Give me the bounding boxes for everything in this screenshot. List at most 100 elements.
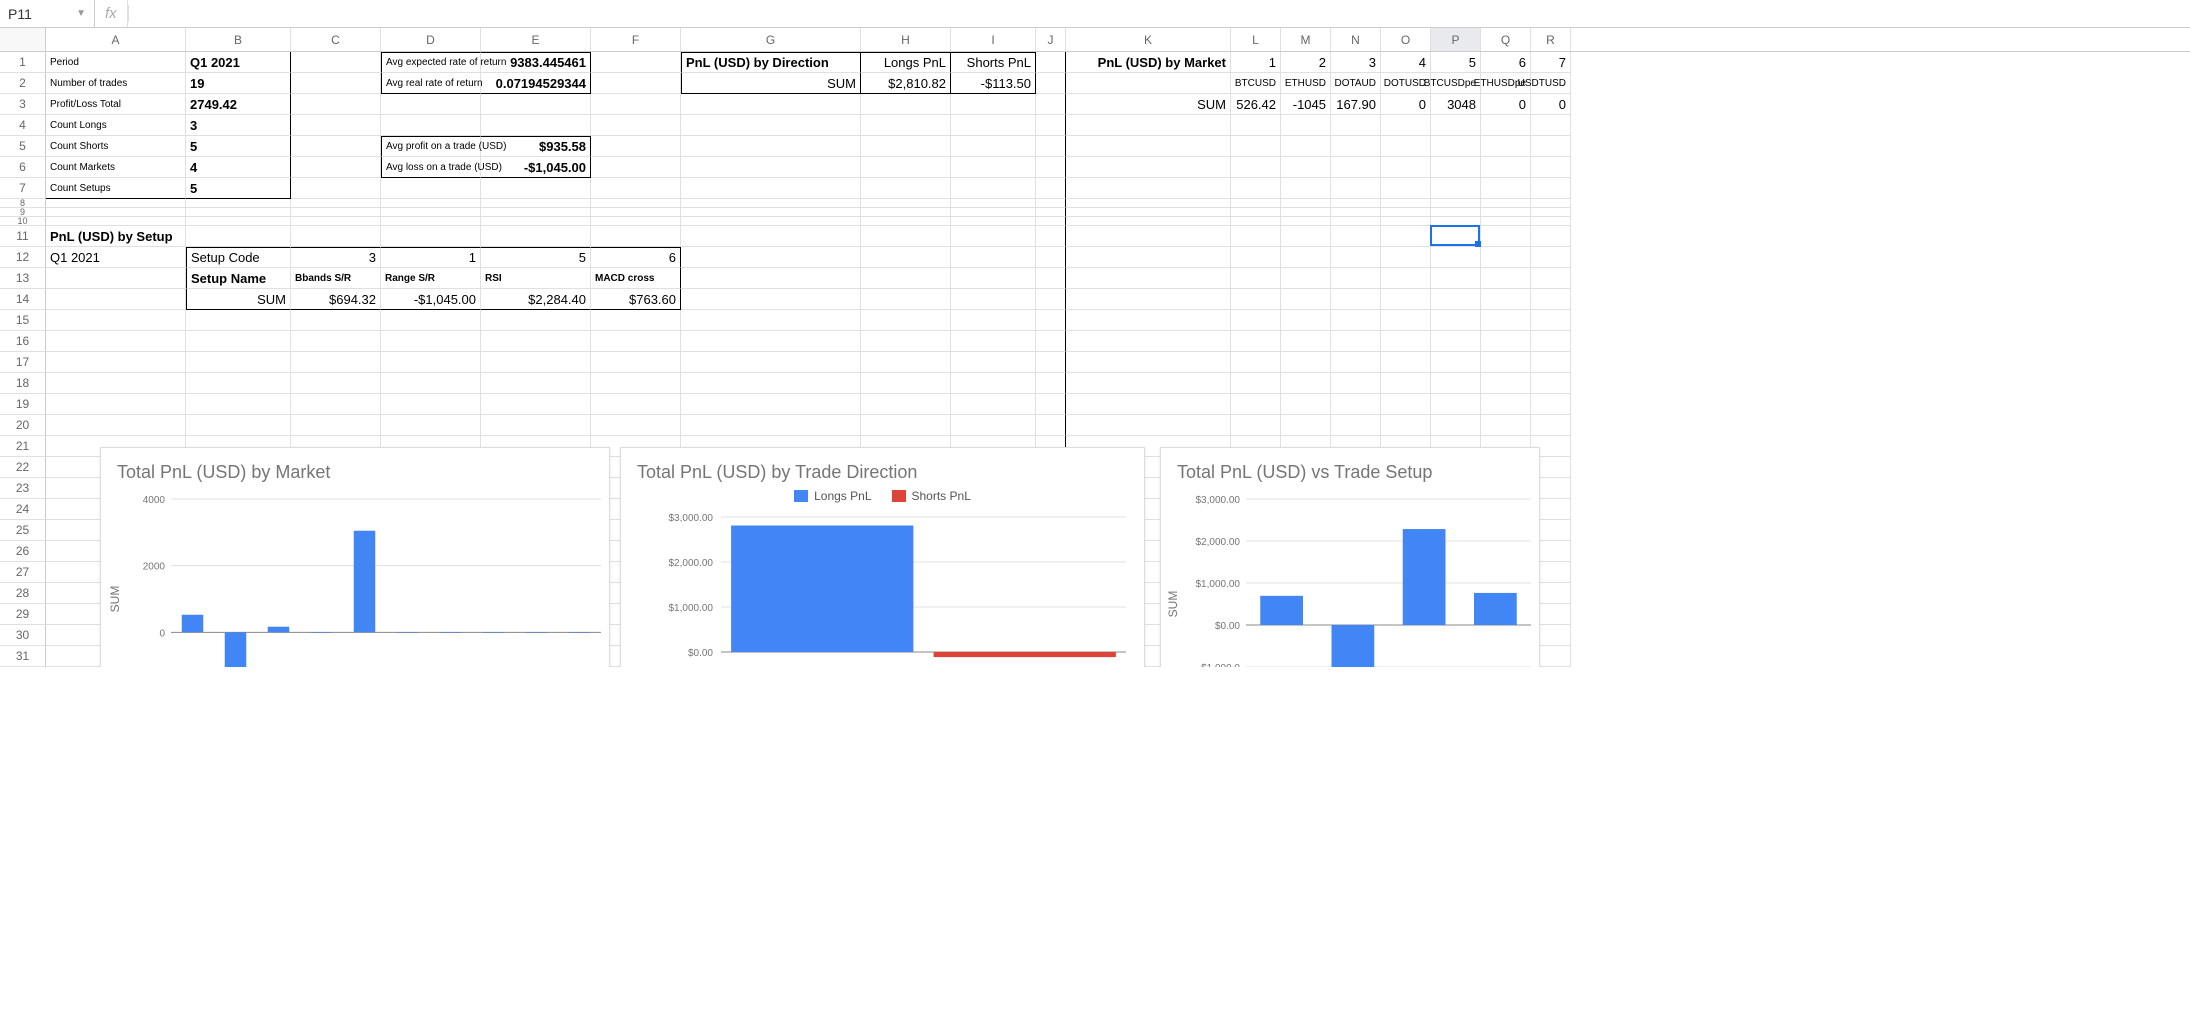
cell-F20[interactable] [591,415,681,436]
row-header-4[interactable]: 4 [0,115,46,136]
row-header-2[interactable]: 2 [0,73,46,94]
cell-L6[interactable] [1231,157,1281,178]
cell-B16[interactable] [186,331,291,352]
cell-A12[interactable]: Q1 2021 [46,247,186,268]
cell-F5[interactable] [591,136,681,157]
cell-M5[interactable] [1281,136,1331,157]
cell-M3[interactable]: -1045 [1281,94,1331,115]
cell-L10[interactable] [1231,217,1281,226]
cell-G14[interactable] [681,289,861,310]
cell-M6[interactable] [1281,157,1331,178]
cell-G16[interactable] [681,331,861,352]
cell-K14[interactable] [1066,289,1231,310]
name-box[interactable]: P11 ▼ [0,0,95,27]
cell-B17[interactable] [186,352,291,373]
cell-E20[interactable] [481,415,591,436]
cell-N18[interactable] [1331,373,1381,394]
cell-C18[interactable] [291,373,381,394]
cell-N19[interactable] [1331,394,1381,415]
row-header-18[interactable]: 18 [0,373,46,394]
cell-N16[interactable] [1331,331,1381,352]
cell-O20[interactable] [1381,415,1431,436]
cell-E10[interactable] [481,217,591,226]
cell-I20[interactable] [951,415,1036,436]
cell-M17[interactable] [1281,352,1331,373]
cell-P11[interactable] [1431,226,1481,247]
cell-A9[interactable] [46,208,186,217]
cell-O11[interactable] [1381,226,1431,247]
cell-B15[interactable] [186,310,291,331]
cell-A14[interactable] [46,289,186,310]
cell-J5[interactable] [1036,136,1066,157]
cell-A20[interactable] [46,415,186,436]
cell-I13[interactable] [951,268,1036,289]
cell-C9[interactable] [291,208,381,217]
cell-G8[interactable] [681,199,861,208]
cell-I14[interactable] [951,289,1036,310]
cell-O5[interactable] [1381,136,1431,157]
cell-F12[interactable]: 6 [591,247,681,268]
cell-I15[interactable] [951,310,1036,331]
cell-L11[interactable] [1231,226,1281,247]
cell-Q20[interactable] [1481,415,1531,436]
column-header-D[interactable]: D [381,28,481,51]
cell-E11[interactable] [481,226,591,247]
cell-F10[interactable] [591,217,681,226]
cell-O16[interactable] [1381,331,1431,352]
cell-B5[interactable]: 5 [186,136,291,157]
cell-O9[interactable] [1381,208,1431,217]
cell-N12[interactable] [1331,247,1381,268]
cell-O19[interactable] [1381,394,1431,415]
cell-P17[interactable] [1431,352,1481,373]
cell-A1[interactable]: Period [46,52,186,73]
cell-R17[interactable] [1531,352,1571,373]
cell-M11[interactable] [1281,226,1331,247]
row-header-14[interactable]: 14 [0,289,46,310]
cell-D10[interactable] [381,217,481,226]
cell-L18[interactable] [1231,373,1281,394]
cell-B13[interactable]: Setup Name [186,268,291,289]
cell-O12[interactable] [1381,247,1431,268]
cell-G10[interactable] [681,217,861,226]
cell-E19[interactable] [481,394,591,415]
cell-Q10[interactable] [1481,217,1531,226]
cell-L8[interactable] [1231,199,1281,208]
cell-J10[interactable] [1036,217,1066,226]
cell-H4[interactable] [861,115,951,136]
cell-D7[interactable] [381,178,481,199]
cell-K18[interactable] [1066,373,1231,394]
select-all-corner[interactable] [0,28,46,51]
cell-O8[interactable] [1381,199,1431,208]
cell-B19[interactable] [186,394,291,415]
cell-F8[interactable] [591,199,681,208]
row-header-7[interactable]: 7 [0,178,46,199]
column-header-L[interactable]: L [1231,28,1281,51]
cell-A11[interactable]: PnL (USD) by Setup [46,226,186,247]
cell-J14[interactable] [1036,289,1066,310]
cell-O6[interactable] [1381,157,1431,178]
cell-P1[interactable]: 5 [1431,52,1481,73]
cell-I6[interactable] [951,157,1036,178]
cell-N20[interactable] [1331,415,1381,436]
cell-P16[interactable] [1431,331,1481,352]
cell-M18[interactable] [1281,373,1331,394]
cell-A13[interactable] [46,268,186,289]
cell-A2[interactable]: Number of trades [46,73,186,94]
cell-J2[interactable] [1036,73,1066,94]
cell-L16[interactable] [1231,331,1281,352]
cell-K11[interactable] [1066,226,1231,247]
cell-N5[interactable] [1331,136,1381,157]
cell-A8[interactable] [46,199,186,208]
cell-C7[interactable] [291,178,381,199]
cell-P8[interactable] [1431,199,1481,208]
cell-F15[interactable] [591,310,681,331]
cell-F13[interactable]: MACD cross [591,268,681,289]
cell-C4[interactable] [291,115,381,136]
cell-H9[interactable] [861,208,951,217]
cell-L20[interactable] [1231,415,1281,436]
cell-N11[interactable] [1331,226,1381,247]
cell-K3[interactable]: SUM [1066,94,1231,115]
cell-F16[interactable] [591,331,681,352]
formula-input[interactable] [129,0,2190,27]
cell-D11[interactable] [381,226,481,247]
